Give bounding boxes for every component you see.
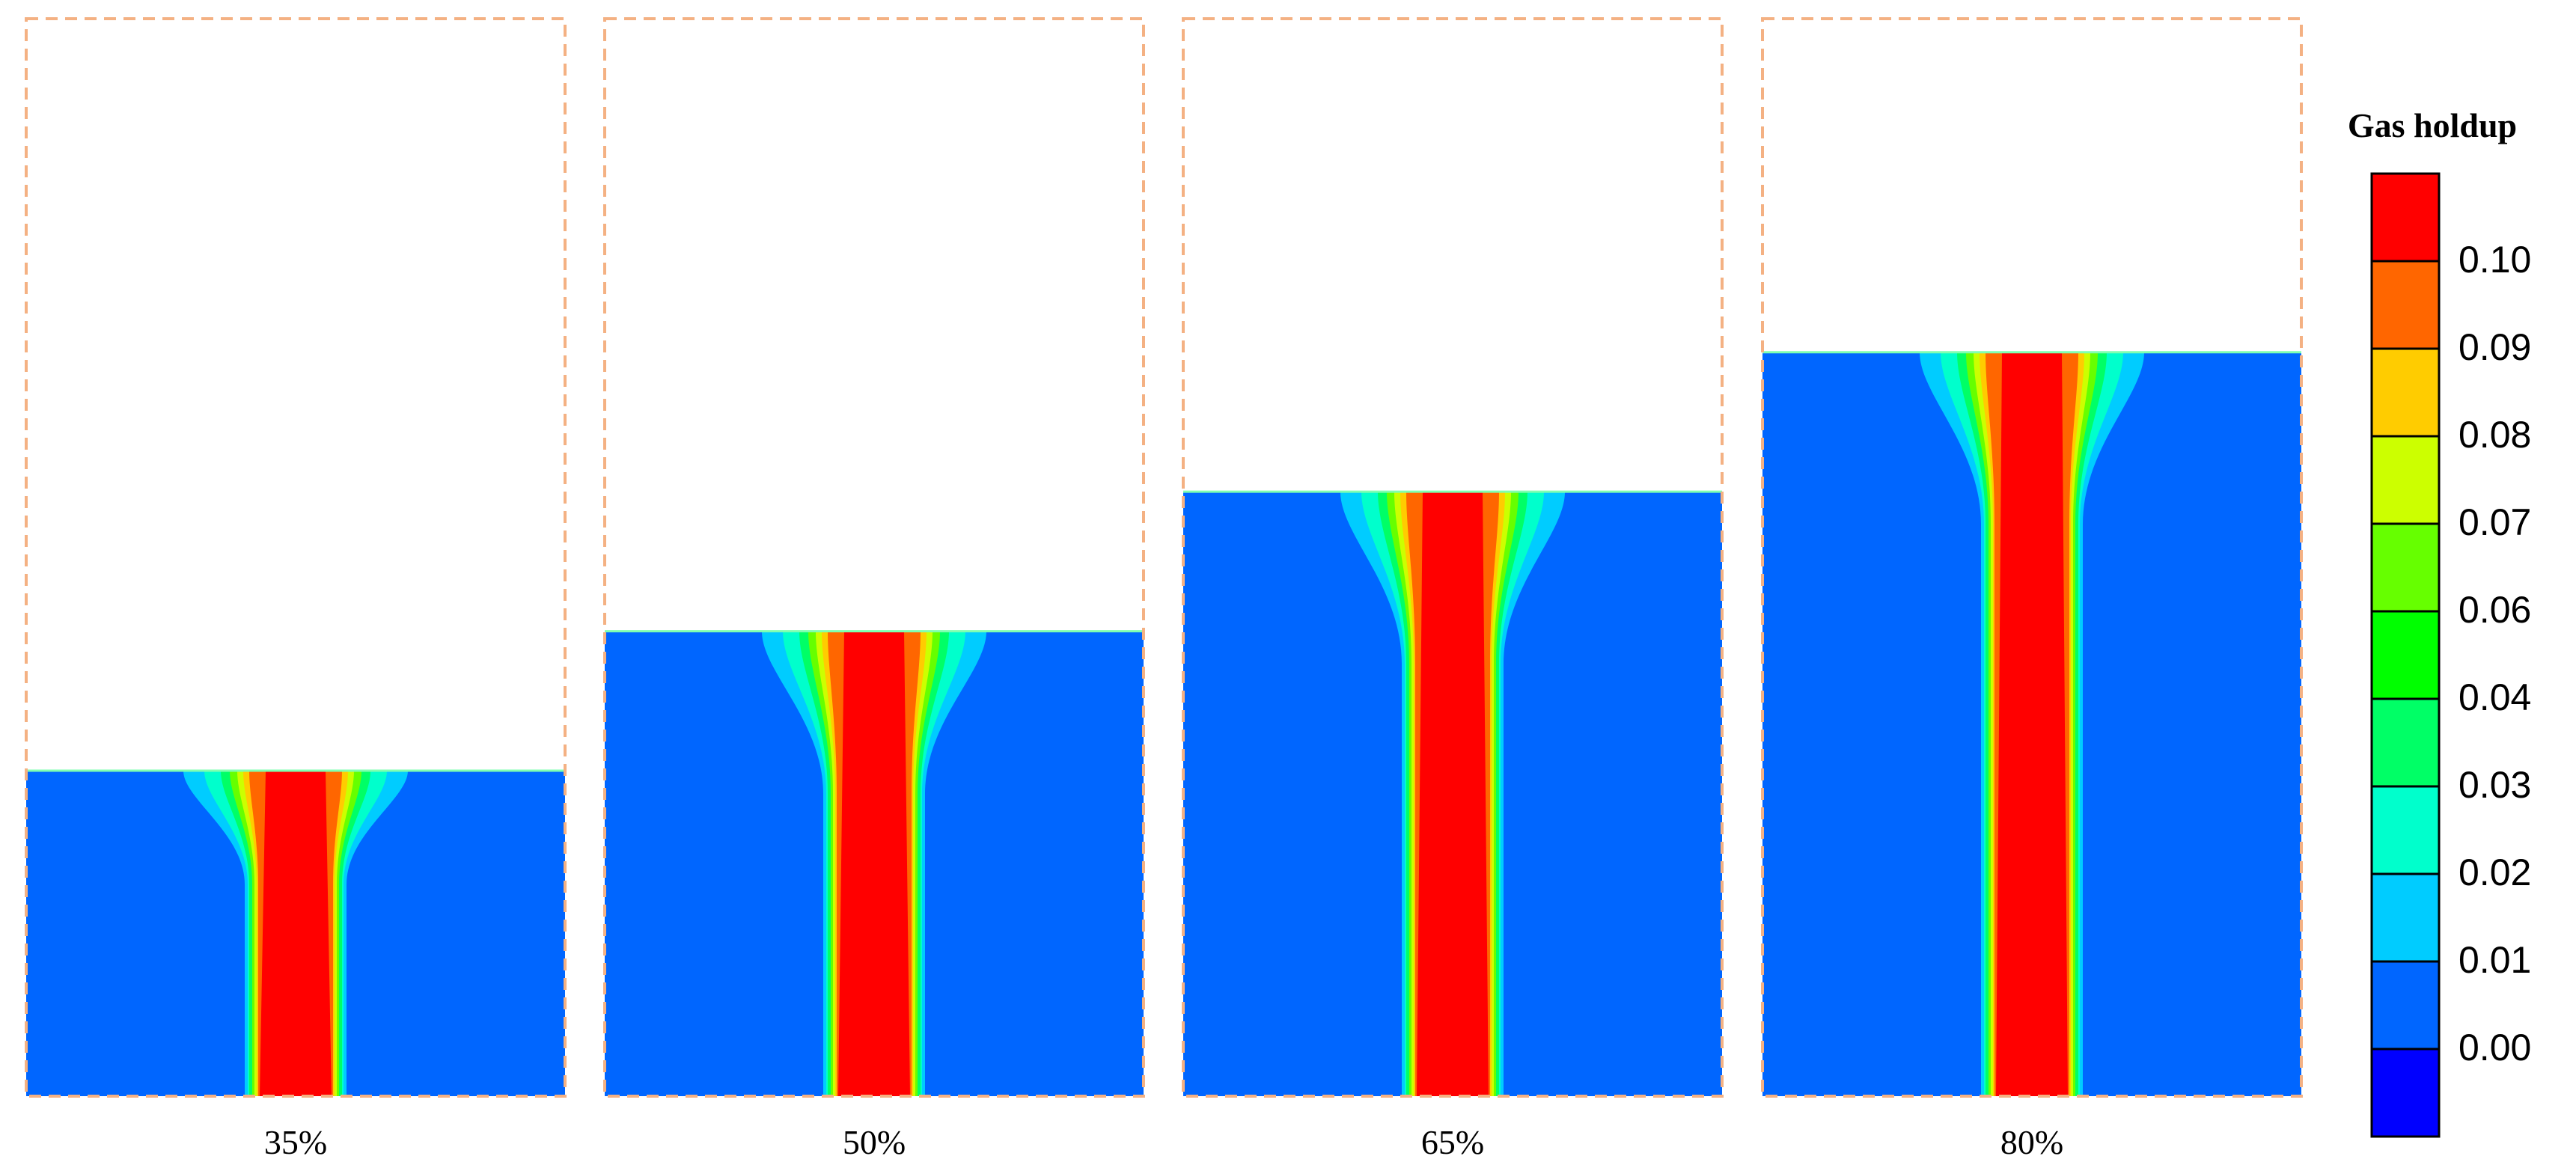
tank-outline bbox=[1182, 17, 1724, 1098]
legend-swatch bbox=[2370, 697, 2441, 788]
legend-tick-label: 0.01 bbox=[2459, 939, 2531, 981]
tank-panel: 65% bbox=[1182, 17, 1724, 1161]
legend-swatch bbox=[2370, 435, 2441, 525]
legend-tick-label: 0.09 bbox=[2459, 326, 2531, 368]
tank-panel: 80% bbox=[1761, 17, 2303, 1161]
plume-core bbox=[1417, 492, 1489, 1096]
legend-tick-label: 0.10 bbox=[2459, 239, 2531, 281]
legend-swatch bbox=[2370, 785, 2441, 875]
legend-swatch bbox=[2370, 172, 2441, 263]
plume-core bbox=[260, 771, 332, 1096]
tank-panel: 35% bbox=[25, 17, 567, 1161]
legend-swatch bbox=[2370, 610, 2441, 700]
legend-swatch bbox=[2370, 872, 2441, 963]
fill-level-label: 80% bbox=[2000, 1123, 2063, 1161]
plume-core bbox=[838, 631, 910, 1096]
gas-holdup-legend: Gas holdup 0.100.090.080.070.060.040.030… bbox=[2348, 106, 2531, 1138]
legend-swatch bbox=[2370, 1048, 2441, 1138]
legend-tick-label: 0.07 bbox=[2459, 501, 2531, 543]
tank-outline bbox=[603, 17, 1145, 1098]
legend-swatch bbox=[2370, 347, 2441, 438]
legend-tick-label: 0.06 bbox=[2459, 589, 2531, 631]
fill-level-label: 65% bbox=[1421, 1123, 1484, 1161]
legend-title: Gas holdup bbox=[2348, 106, 2517, 144]
tank-panel: 50% bbox=[603, 17, 1145, 1161]
legend-tick-label: 0.03 bbox=[2459, 764, 2531, 806]
tank-outline bbox=[25, 17, 567, 1098]
legend-tick-label: 0.04 bbox=[2459, 676, 2531, 718]
tank-panels: 35% 50% 65% 80% bbox=[25, 17, 2303, 1161]
legend-tick-label: 0.02 bbox=[2459, 851, 2531, 893]
fill-level-label: 50% bbox=[843, 1123, 906, 1161]
fill-level-label: 35% bbox=[264, 1123, 327, 1161]
legend-swatch bbox=[2370, 960, 2441, 1051]
tank-outline bbox=[1761, 17, 2303, 1098]
legend-color-bar bbox=[2370, 172, 2441, 1138]
legend-tick-labels: 0.10 0.09 0.08 0.07 0.06 0.04 0.03 0.02 0.01 0.00 bbox=[2372, 239, 2531, 1068]
plume-core bbox=[1996, 352, 2068, 1096]
legend-swatch bbox=[2370, 522, 2441, 613]
legend-swatch bbox=[2370, 260, 2441, 350]
legend-tick-label: 0.08 bbox=[2459, 414, 2531, 456]
legend-tick-label: 0.00 bbox=[2459, 1027, 2531, 1068]
